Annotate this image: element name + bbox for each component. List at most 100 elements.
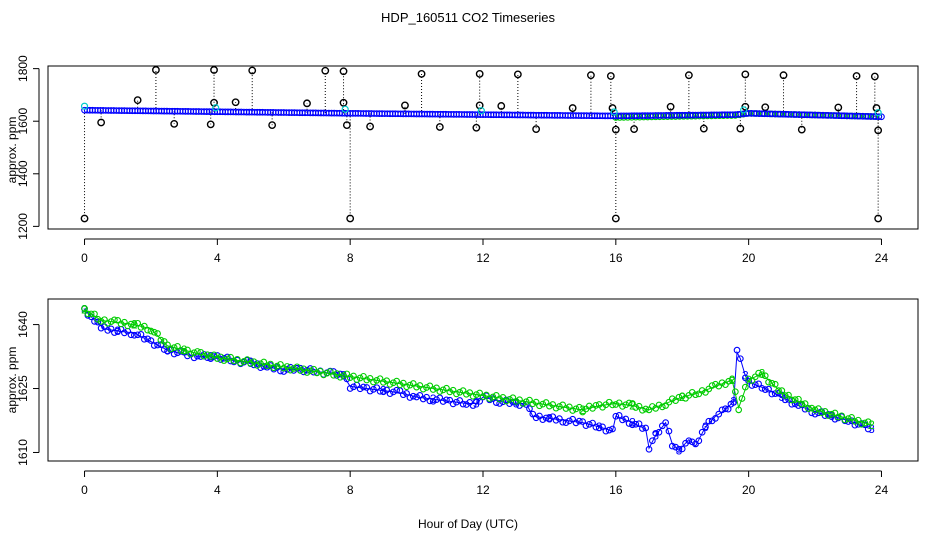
series-2-point [695, 390, 703, 398]
series-3-point [280, 368, 288, 375]
raw-point [779, 71, 788, 80]
series-2-point [409, 380, 417, 387]
series-2-point [396, 381, 404, 389]
series-2-point [565, 403, 573, 411]
series-3-point [622, 415, 630, 423]
series-3-point [758, 384, 766, 392]
series-3-point [137, 331, 145, 338]
series-3-point [160, 346, 168, 353]
series-2-point [765, 378, 772, 386]
series-3-point [91, 318, 98, 325]
series-code-label: 3 [868, 422, 875, 436]
series-3-point [791, 400, 799, 408]
series2-point [664, 113, 671, 120]
raw-point [797, 125, 806, 134]
series-code-label: 3 [652, 428, 659, 442]
series-3-point [336, 370, 344, 378]
raw-point [321, 66, 330, 75]
series-3-point [695, 437, 703, 445]
series-2-point [798, 400, 806, 408]
series-3-point [652, 429, 660, 437]
series-2-point [353, 376, 361, 383]
series-2-point [473, 391, 480, 398]
series-2-point [297, 367, 304, 374]
series-2-point [639, 406, 646, 414]
series-2-point [858, 420, 865, 428]
series-3-point [589, 419, 596, 427]
series-2-point [137, 324, 145, 331]
raw-point [874, 214, 883, 223]
series-2-point [214, 355, 221, 362]
x-tick-label: 20 [742, 483, 756, 497]
series-2-point [575, 403, 583, 411]
series-3-point [297, 364, 304, 372]
raw-point [210, 66, 218, 74]
series-3-point [559, 418, 567, 426]
raw-point [741, 70, 750, 79]
series-2-point [625, 399, 633, 407]
raw-point [699, 124, 708, 133]
series-3-point [645, 445, 653, 453]
series-2-point [506, 396, 513, 403]
series-2-point [330, 371, 337, 379]
series-2-point [665, 398, 673, 406]
series-code-label: 2 [759, 367, 766, 381]
series1-point [212, 104, 220, 112]
raw-point [248, 66, 257, 75]
series-2-point [732, 388, 739, 396]
series-2-point [658, 403, 666, 411]
series-2-point [572, 405, 580, 413]
raw-point [401, 101, 409, 110]
series-2-point [406, 381, 414, 389]
series-2-point [635, 402, 643, 410]
series-2-point [446, 388, 454, 396]
series-2-point [157, 336, 165, 344]
series-2-point [81, 305, 88, 312]
y-tick-label: 1800 [16, 55, 30, 82]
raw-point [346, 214, 355, 223]
series-2-point [476, 389, 484, 397]
raw-point [736, 124, 745, 133]
series-2-point [516, 396, 523, 404]
chart-title: HDP_160511 CO2 Timeseries [381, 10, 555, 25]
series-2-point [370, 378, 377, 386]
series-3-point [532, 414, 540, 422]
series3-point [875, 113, 883, 121]
series-2-point [559, 401, 567, 409]
series-3-point [629, 421, 636, 429]
series-2-point [343, 370, 351, 378]
series-2-point [127, 320, 135, 328]
series-3-point [569, 415, 577, 423]
series-3-point [197, 353, 205, 360]
series-2-point [336, 373, 344, 381]
series-2-point [795, 395, 802, 403]
series2-point [656, 113, 664, 121]
series-2-point [263, 362, 271, 370]
series-3-point [127, 331, 135, 339]
series-2-point [200, 352, 208, 360]
series-2-point [552, 404, 560, 412]
series-2-point [177, 347, 185, 354]
series-2-point [227, 353, 234, 361]
series-3-line [84, 309, 872, 452]
series-3-point [595, 424, 603, 432]
series-3-point [655, 428, 663, 436]
series-2-point [755, 369, 762, 377]
series-2-point [499, 394, 507, 401]
series-2-point [672, 397, 679, 405]
series-3-point [283, 365, 291, 373]
series-2-point [104, 319, 112, 327]
series-code-label: 2 [729, 373, 736, 387]
series-3-point [134, 331, 142, 339]
series1-point [80, 102, 89, 110]
series-2-point [373, 376, 381, 384]
series-3-point [473, 397, 480, 405]
x-axis-label: Hour of Day (UTC) [418, 517, 518, 531]
series-2-point [270, 364, 278, 372]
series-3-point [403, 390, 410, 397]
series-2-point [522, 398, 530, 406]
series-2-point [253, 361, 261, 369]
series-2-point [725, 377, 733, 385]
series-2-point [805, 405, 812, 412]
series-2-point [87, 310, 95, 318]
